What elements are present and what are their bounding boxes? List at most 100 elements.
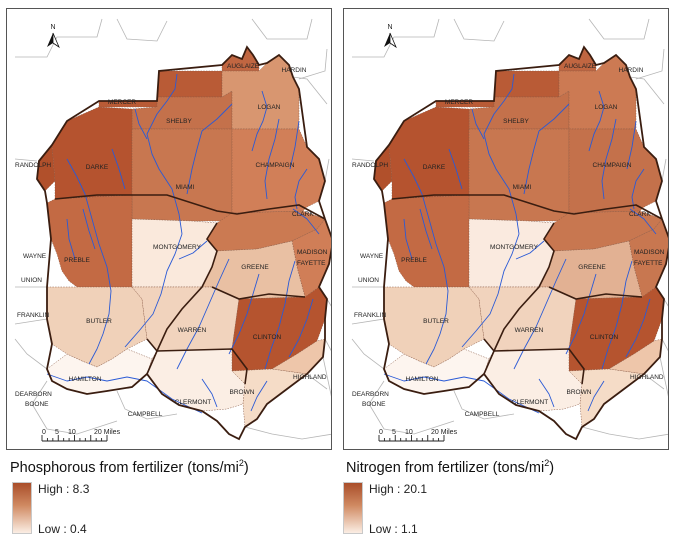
county-label-hamilton: HAMILTON xyxy=(69,376,102,383)
county-label-logan: LOGAN xyxy=(258,104,281,111)
county-label-clark: CLARK xyxy=(629,211,651,218)
neighbour-boundary-line xyxy=(298,48,328,80)
river-line xyxy=(228,273,260,355)
county-label-hardin: HARDIN xyxy=(619,67,644,74)
river-line xyxy=(288,298,314,358)
county-label-boone: BOONE xyxy=(25,401,49,408)
river-line xyxy=(134,108,148,140)
county-label-shelby: SHELBY xyxy=(503,118,529,125)
county-brown xyxy=(568,368,645,428)
river-line xyxy=(587,380,605,412)
river-line xyxy=(111,148,126,190)
neighbour-boundary-line xyxy=(324,338,331,352)
county-label-shelby: SHELBY xyxy=(166,118,192,125)
county-label-montgomery: MONTGOMERY xyxy=(490,244,539,251)
county-label-highland: HIGHLAND xyxy=(630,374,664,381)
neighbour-boundary-line xyxy=(251,18,313,40)
neighbour-boundary-line xyxy=(14,318,48,325)
watershed-boundary xyxy=(146,338,248,385)
neighbour-boundary-line xyxy=(116,390,178,420)
neighbour-boundary-line xyxy=(14,338,48,370)
county-label-darke: DARKE xyxy=(423,164,446,171)
river-line xyxy=(383,373,540,414)
scale-bar xyxy=(41,435,108,442)
scale-bar-label: 0 xyxy=(379,429,383,436)
river-line xyxy=(629,208,657,235)
county-label-logan: LOGAN xyxy=(595,104,618,111)
river-line xyxy=(403,218,413,260)
river-line xyxy=(523,103,570,195)
county-champaign xyxy=(568,128,663,214)
river-line xyxy=(294,168,308,210)
county-fills xyxy=(373,46,668,428)
river-network xyxy=(383,73,657,414)
county-label-montgomery: MONTGOMERY xyxy=(153,244,202,251)
neighbour-boundary-line xyxy=(643,373,665,390)
legend-low-label: Low : 0.4 xyxy=(38,522,87,536)
county-label-champaign: CHAMPAIGN xyxy=(256,162,295,169)
county-label-butler: BUTLER xyxy=(423,318,449,325)
neighbour-boundary-line xyxy=(306,373,328,390)
county-fills xyxy=(36,46,331,428)
legend-color-ramp xyxy=(12,482,32,534)
neighbour-boundary-line xyxy=(15,18,103,58)
county-label-hardin: HARDIN xyxy=(282,67,307,74)
county-label-clinton: CLINTON xyxy=(253,334,282,341)
river-line xyxy=(66,158,112,365)
county-label-dearborn: DEARBORN xyxy=(352,391,389,398)
county-label-franklin: FRANKLIN xyxy=(354,312,386,319)
map-canvas: AUGLAIZE HARDIN MERCER SHELBY LOGAN RANDOLPH D… xyxy=(14,18,331,442)
river-line xyxy=(176,258,230,370)
county-label-clermont: CLERMONT xyxy=(512,399,549,406)
neighbour-boundary-line xyxy=(352,18,440,58)
county-label-madison: MADISON xyxy=(297,249,328,256)
watershed-boundary xyxy=(391,194,663,220)
county-label-wayne: WAYNE xyxy=(360,253,384,260)
river-line xyxy=(250,380,268,412)
river-line xyxy=(471,108,485,140)
county-label-franklin: FRANKLIN xyxy=(17,312,49,319)
watershed-boundary xyxy=(483,338,585,385)
watershed-outline xyxy=(36,45,331,441)
legend-high-label: High : 20.1 xyxy=(369,482,428,496)
river-line xyxy=(461,233,520,348)
county-label-dearborn: DEARBORN xyxy=(15,391,52,398)
neighbour-boundary-line xyxy=(324,158,330,182)
county-label-madison: MADISON xyxy=(634,249,665,256)
river-line xyxy=(186,103,233,195)
river-line xyxy=(289,120,300,170)
county-labels: AUGLAIZE HARDIN MERCER SHELBY LOGAN RANDOLPH D… xyxy=(352,63,665,418)
watershed-boundary xyxy=(483,222,555,375)
neighbour-boundary-line xyxy=(292,76,328,105)
county-label-mercer: MERCER xyxy=(445,99,473,106)
county-montgomery xyxy=(131,218,218,288)
river-network xyxy=(46,73,320,414)
neighbour-boundary-line xyxy=(14,158,38,162)
county-label-campbell: CAMPBELL xyxy=(128,411,163,418)
county-darke xyxy=(388,106,470,200)
county-label-union: UNION xyxy=(21,277,42,284)
county-darke xyxy=(51,106,133,200)
map-panel-nitrogen: AUGLAIZE HARDIN MERCER SHELBY LOGAN RANDOLPH D… xyxy=(343,8,669,450)
river-line xyxy=(601,118,617,200)
county-miami xyxy=(131,128,233,222)
river-line xyxy=(631,168,645,210)
neighbour-boundary-line xyxy=(326,298,331,307)
county-label-clark: CLARK xyxy=(292,211,314,218)
county-brown xyxy=(231,368,308,428)
neighbour-boundary-line xyxy=(453,390,515,420)
river-line xyxy=(515,240,545,260)
river-line xyxy=(626,120,637,170)
county-label-auglaize: AUGLAIZE xyxy=(227,63,260,70)
county-label-campbell: CAMPBELL xyxy=(465,411,500,418)
neighbouring-boundaries xyxy=(14,18,331,440)
county-label-butler: BUTLER xyxy=(86,318,112,325)
county-label-warren: WARREN xyxy=(178,327,207,334)
river-line xyxy=(625,298,651,358)
county-label-champaign: CHAMPAIGN xyxy=(593,162,632,169)
county-label-hamilton: HAMILTON xyxy=(406,376,439,383)
neighbour-boundary-line xyxy=(351,338,385,370)
river-line xyxy=(264,260,296,370)
north-arrow-icon: N xyxy=(384,24,397,49)
river-line xyxy=(46,373,203,414)
